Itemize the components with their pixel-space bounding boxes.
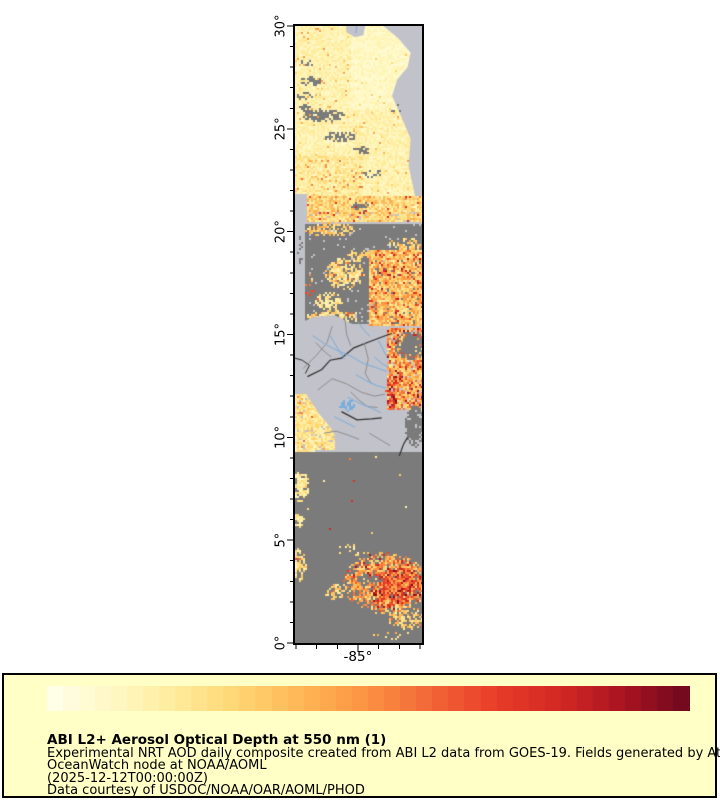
- lat-tick-label: 25°: [274, 117, 289, 140]
- lat-tick-label: 0°: [274, 636, 289, 651]
- map-frame: [293, 24, 424, 645]
- lat-tick-label: 5°: [274, 533, 289, 548]
- colorbar-canvas: [47, 686, 690, 711]
- lat-tick-label: 15°: [274, 323, 289, 346]
- legend-timestamp: (2025-12-12T00:00:00Z): [47, 770, 208, 786]
- aod-map-canvas: [295, 26, 422, 643]
- lat-tick-label: 20°: [274, 220, 289, 243]
- legend-line: Experimental NRT AOD daily composite cre…: [47, 745, 720, 761]
- legend-title: ABI L2+ Aerosol Optical Depth at 550 nm …: [47, 732, 387, 748]
- lat-tick-label: 30°: [274, 14, 289, 37]
- legend-credit: Data courtesy of USDOC/NOAA/OAR/AOML/PHO…: [47, 783, 365, 799]
- lat-tick-label: 10°: [274, 426, 289, 449]
- legend-line: OceanWatch node at NOAA/AOML: [47, 758, 267, 774]
- legend-caption: ABI L2+ Aerosol Optical Depth at 550 nm …: [47, 732, 720, 799]
- lon-tick-label: -85°: [344, 649, 373, 665]
